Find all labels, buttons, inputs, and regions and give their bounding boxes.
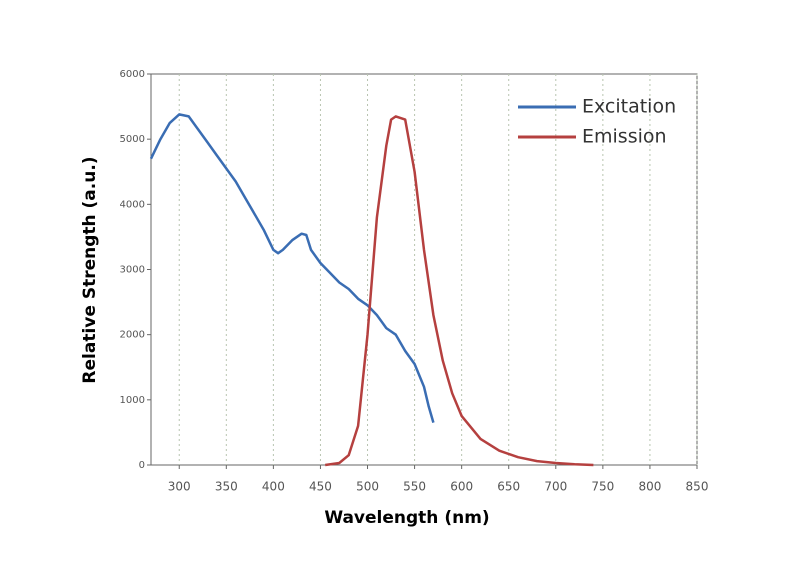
x-tick-label: 350 [215,480,238,494]
x-tick-label: 650 [497,480,520,494]
legend-label: Excitation [582,96,676,118]
y-tick-label: 1000 [120,395,145,406]
x-tick-label: 800 [638,480,661,494]
y-tick-label: 4000 [120,199,145,210]
x-axis-label: Wavelength (nm) [324,508,489,528]
y-tick-label: 0 [139,460,145,471]
y-axis-label: Relative Strength (a.u.) [80,156,100,383]
y-tick-label: 2000 [120,330,145,341]
x-tick-label: 400 [262,480,285,494]
x-tick-label: 700 [544,480,567,494]
y-tick-label: 5000 [120,134,145,145]
x-tick-label: 500 [356,480,379,494]
series-line [149,113,435,423]
x-tick-label: 850 [686,480,709,494]
series-line [325,115,594,467]
x-tick-label: 450 [309,480,332,494]
x-tick-label: 600 [450,480,473,494]
x-tick-label: 550 [403,480,426,494]
y-tick-label: 6000 [120,69,145,80]
y-tick-label: 3000 [120,265,145,276]
legend-label: Emission [582,126,667,148]
x-tick-label: 750 [591,480,614,494]
x-tick-label: 300 [168,480,191,494]
plot-area [150,73,698,466]
